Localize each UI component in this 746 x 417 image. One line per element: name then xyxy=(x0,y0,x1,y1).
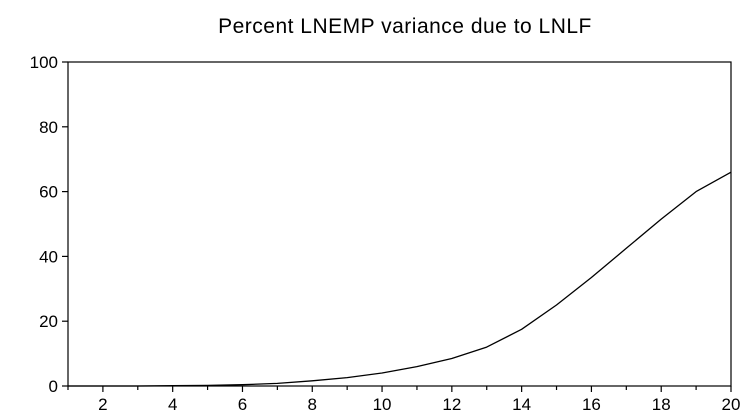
data-point xyxy=(137,385,139,387)
x-tick-label: 16 xyxy=(582,395,601,414)
data-point xyxy=(172,385,174,387)
data-point xyxy=(591,277,593,279)
data-point xyxy=(486,346,488,348)
data-point xyxy=(416,366,418,368)
data-point xyxy=(102,385,104,387)
data-point xyxy=(311,380,313,382)
data-point xyxy=(381,372,383,374)
data-point xyxy=(695,191,697,193)
y-tick-label: 40 xyxy=(39,247,58,266)
plot-frame xyxy=(67,61,732,387)
data-point xyxy=(277,383,279,385)
chart-title: Percent LNEMP variance due to LNLF xyxy=(218,15,592,38)
y-axis: 0 20 40 60 80 100 xyxy=(30,53,68,396)
x-tick-label: 14 xyxy=(512,395,531,414)
x-tick-label: 20 xyxy=(722,395,741,414)
x-tick-label: 4 xyxy=(168,395,177,414)
data-point xyxy=(556,304,558,306)
x-tick-label: 8 xyxy=(308,395,317,414)
data-point xyxy=(730,171,732,173)
x-tick-label: 18 xyxy=(652,395,671,414)
data-point xyxy=(451,358,453,360)
series-line xyxy=(68,171,732,387)
y-tick-label: 60 xyxy=(39,183,58,202)
y-tick-label: 20 xyxy=(39,312,58,331)
series-layer xyxy=(67,171,732,387)
y-tick-label: 80 xyxy=(39,118,58,137)
data-point xyxy=(626,248,628,250)
data-point xyxy=(346,377,348,379)
data-point xyxy=(67,385,69,387)
data-point xyxy=(660,218,662,220)
x-tick-label: 10 xyxy=(373,395,392,414)
data-point xyxy=(207,385,209,387)
data-point xyxy=(521,329,523,331)
x-axis: 2 4 6 8 10 12 14 16 18 20 xyxy=(67,386,741,414)
x-tick-label: 6 xyxy=(238,395,247,414)
x-tick-label: 12 xyxy=(442,395,461,414)
data-point xyxy=(242,384,244,386)
x-tick-label: 2 xyxy=(98,395,107,414)
y-tick-label: 100 xyxy=(30,53,58,72)
y-tick-label: 0 xyxy=(49,377,58,396)
